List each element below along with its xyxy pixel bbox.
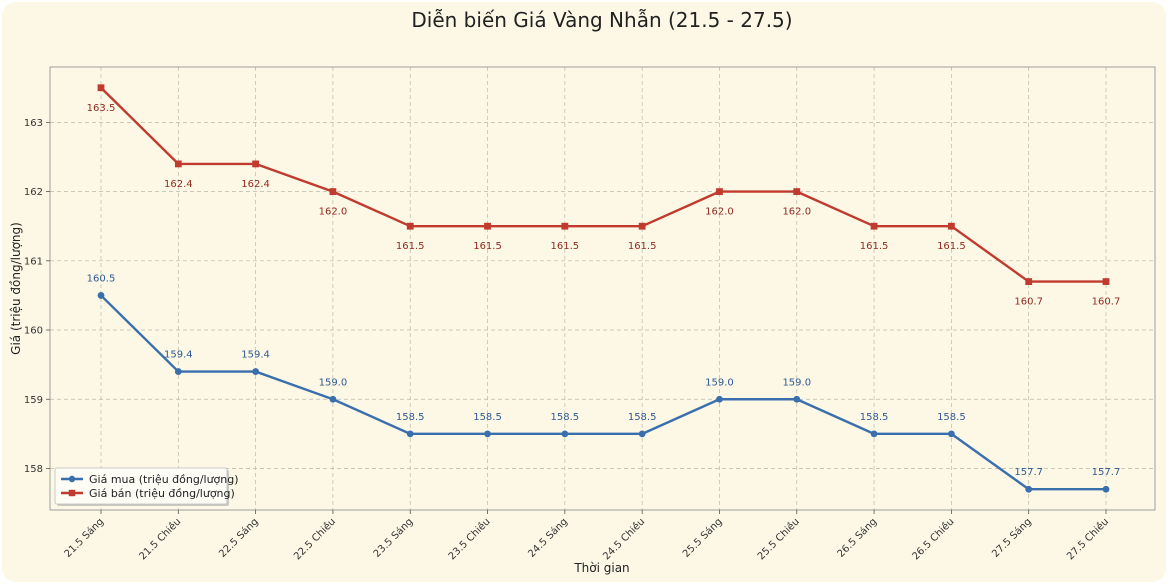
data-label: 157.7 [1014,467,1043,478]
data-label: 158.5 [937,412,966,423]
data-label: 162.0 [319,207,348,218]
data-label: 160.7 [1014,297,1043,308]
data-label: 161.5 [551,241,580,252]
x-tick-label: 21.5 Chiều [137,516,184,563]
data-point [793,188,801,195]
data-point [97,292,105,299]
data-point [1025,278,1033,285]
legend: Giá mua (triệu đồng/lượng)Giá bán (triệu… [54,467,239,506]
x-tick-label: 26.5 Sáng [835,516,879,560]
data-label: 160.7 [1092,297,1121,308]
data-label: 159.0 [319,377,348,388]
y-tick-label: 159 [24,395,43,406]
data-point [793,395,801,403]
data-point [561,222,569,230]
data-label: 158.5 [860,412,889,423]
data-label: 161.5 [860,241,889,252]
x-tick-label: 24.5 Sáng [526,516,570,560]
x-tick-label: 25.5 Chiều [755,516,802,563]
y-tick-label: 158 [24,464,43,475]
x-tick-label: 22.5 Sáng [216,516,260,560]
data-point [716,395,723,403]
data-label: 159.4 [164,350,193,361]
data-label: 161.5 [473,241,502,252]
data-point [870,430,878,438]
x-tick-label: 23.5 Chiều [446,516,493,563]
series-line [100,294,1106,491]
data-label: 162.4 [241,179,270,190]
data-point [947,222,955,230]
data-label: 162.0 [705,207,734,218]
data-label: 158.5 [551,412,580,423]
grid [50,67,1155,510]
data-point [638,222,646,230]
legend-box [54,467,228,505]
x-tick-label: 27.5 Chiều [1064,516,1111,563]
x-tick-label: 24.5 Chiều [601,516,648,563]
data-point [1102,278,1110,285]
y-tick-label: 161 [24,256,43,267]
x-tick-label: 21.5 Sáng [62,516,106,560]
data-label: 162.4 [164,179,193,190]
data-point [870,222,878,230]
data-point [561,430,569,438]
data-point [1102,485,1110,493]
series-line [100,86,1106,283]
data-point [406,222,414,230]
data-point [252,160,260,168]
x-tick-label: 23.5 Sáng [371,516,415,560]
data-label: 159.0 [705,377,734,388]
x-tick-label: 22.5 Chiều [291,516,338,563]
data-point [97,84,105,92]
data-point [174,160,182,168]
x-tick-label: 26.5 Chiều [910,516,957,563]
data-label: 159.0 [782,377,811,388]
plot-area [49,66,1156,511]
legend-marker [68,489,76,497]
data-point [406,430,414,438]
data-point [174,368,182,375]
data-point [638,430,646,438]
data-label: 159.4 [241,350,270,361]
data-label: 161.5 [937,241,966,252]
data-point [329,188,337,195]
x-tick-label: 25.5 Sáng [680,516,724,560]
x-axis-label: Thời gian [573,561,629,575]
data-label: 158.5 [473,412,502,423]
data-label: 161.5 [396,241,425,252]
y-tick-label: 163 [24,118,43,129]
data-point [252,368,260,375]
data-label: 160.5 [87,273,116,284]
data-label: 163.5 [87,103,116,114]
data-point [484,430,491,438]
data-point [329,395,337,403]
data-label: 162.0 [782,207,811,218]
data-label: 161.5 [628,241,657,252]
series-layer: 160.5 159.4 159.4 159.0 158.5 158.5 158.5 158.5… [87,84,1121,493]
y-tick-label: 162 [24,187,43,198]
data-point [716,188,723,195]
data-point [1025,485,1033,493]
data-label: 158.5 [628,412,657,423]
data-label: 158.5 [396,412,425,423]
y-axis-label: Giá (triệu đồng/lượng) [9,222,23,355]
legend-entry: Giá mua (triệu đồng/lượng) [89,473,239,486]
data-point [947,430,955,438]
chart-title: Diễn biến Giá Vàng Nhẫn (21.5 - 27.5) [411,8,792,32]
x-tick-label: 27.5 Sáng [990,516,1034,560]
data-point [484,222,491,230]
legend-marker [68,475,76,483]
data-label: 157.7 [1092,467,1121,478]
legend-entry: Giá bán (triệu đồng/lượng) [89,487,235,500]
y-tick-label: 160 [24,326,43,337]
